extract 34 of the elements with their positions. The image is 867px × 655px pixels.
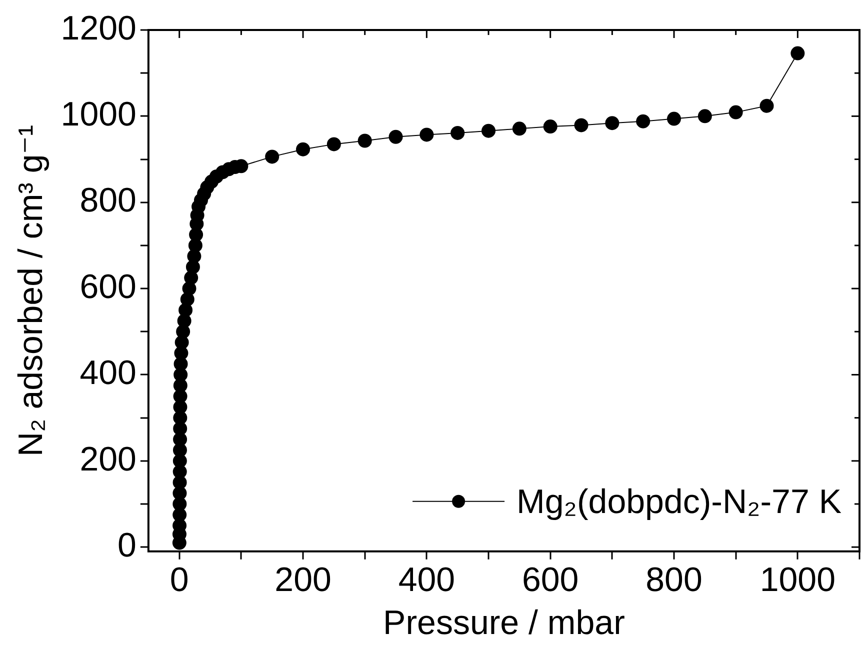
x-tick-label: 600 bbox=[522, 561, 579, 600]
y-tick-label: 1000 bbox=[60, 96, 136, 134]
point bbox=[388, 130, 403, 144]
point bbox=[667, 112, 682, 126]
point bbox=[420, 128, 434, 142]
point bbox=[728, 105, 743, 120]
point bbox=[760, 98, 774, 113]
point bbox=[698, 109, 712, 124]
point bbox=[358, 134, 372, 148]
x-tick-label: 800 bbox=[646, 561, 702, 600]
y-axis-title: N₂ adsorbed / cm³ g⁻¹ bbox=[12, 124, 50, 456]
y-tick-label: 200 bbox=[80, 440, 136, 478]
point bbox=[574, 118, 588, 132]
x-tick-label: 200 bbox=[274, 561, 332, 600]
point bbox=[605, 116, 620, 130]
point bbox=[265, 150, 280, 164]
y-tick-label: 1200 bbox=[60, 9, 136, 48]
legend-label: Mg₂(dobpdc)-N₂-77 K bbox=[516, 482, 842, 521]
x-axis-title: Pressure / mbar bbox=[383, 604, 625, 642]
point bbox=[512, 122, 526, 136]
x-tick-label: 1000 bbox=[760, 561, 836, 600]
y-tick-label: 600 bbox=[80, 268, 136, 306]
point bbox=[790, 46, 805, 60]
point bbox=[296, 142, 310, 156]
x-tick-label: 400 bbox=[398, 561, 456, 600]
point bbox=[543, 120, 558, 134]
y-tick-label: 0 bbox=[118, 526, 136, 564]
y-tick-label: 800 bbox=[80, 182, 136, 220]
point bbox=[326, 137, 341, 152]
y-tick-label: 400 bbox=[80, 354, 136, 392]
point bbox=[636, 114, 650, 128]
point bbox=[450, 126, 465, 140]
point bbox=[482, 124, 496, 138]
x-tick-label: 0 bbox=[170, 561, 189, 600]
